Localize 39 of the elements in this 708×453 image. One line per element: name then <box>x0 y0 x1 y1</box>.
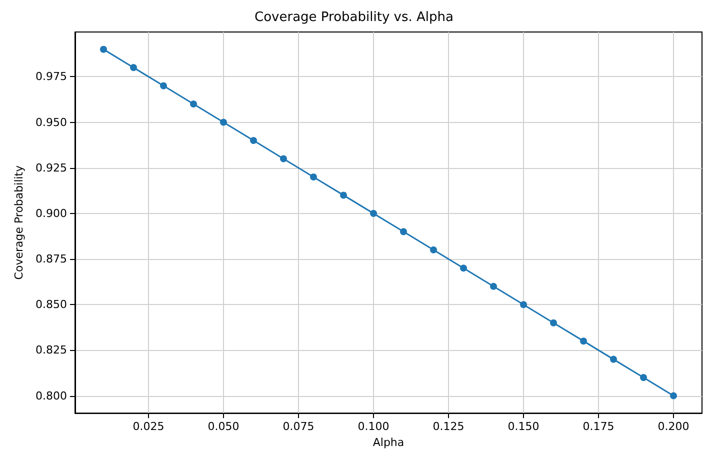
point <box>340 192 347 199</box>
point <box>310 173 317 180</box>
point <box>130 64 137 72</box>
point <box>100 46 107 53</box>
y-tick-label: 0.950 <box>36 116 67 129</box>
point <box>190 100 197 108</box>
point <box>220 118 227 126</box>
x-tick-label: 0.100 <box>358 420 390 434</box>
point <box>430 246 437 254</box>
point <box>610 356 617 363</box>
y-tick-label: 0.975 <box>36 70 67 84</box>
point <box>520 301 527 308</box>
point <box>580 338 587 345</box>
x-tick-label: 0.075 <box>282 420 314 434</box>
x-tick-label: 0.150 <box>508 420 540 434</box>
x-tick-label: 0.175 <box>582 420 614 434</box>
x-tick-label: 0.125 <box>432 420 464 434</box>
point <box>250 136 257 144</box>
y-tick-label: 0.800 <box>36 389 67 402</box>
point <box>550 319 557 326</box>
x-tick-label: 0.050 <box>208 420 240 434</box>
point <box>400 228 407 236</box>
y-axis-title: Coverage Probability <box>12 164 26 280</box>
point <box>280 155 287 162</box>
y-tick-label: 0.875 <box>36 252 67 266</box>
point <box>640 374 647 382</box>
point <box>160 82 167 90</box>
point <box>670 392 677 400</box>
y-tick-label: 0.850 <box>36 298 67 312</box>
x-tick-label: 0.025 <box>132 420 164 434</box>
y-tick-label: 0.925 <box>36 161 67 174</box>
y-tick-label: 0.825 <box>36 344 67 357</box>
point <box>460 264 467 272</box>
y-tick-label: 0.900 <box>36 206 67 220</box>
point <box>370 210 377 217</box>
point <box>490 282 497 290</box>
chart-title: Coverage Probability vs. Alpha <box>254 10 454 25</box>
x-tick-label: 0.200 <box>658 420 690 434</box>
x-axis-title: Alpha <box>372 436 404 449</box>
